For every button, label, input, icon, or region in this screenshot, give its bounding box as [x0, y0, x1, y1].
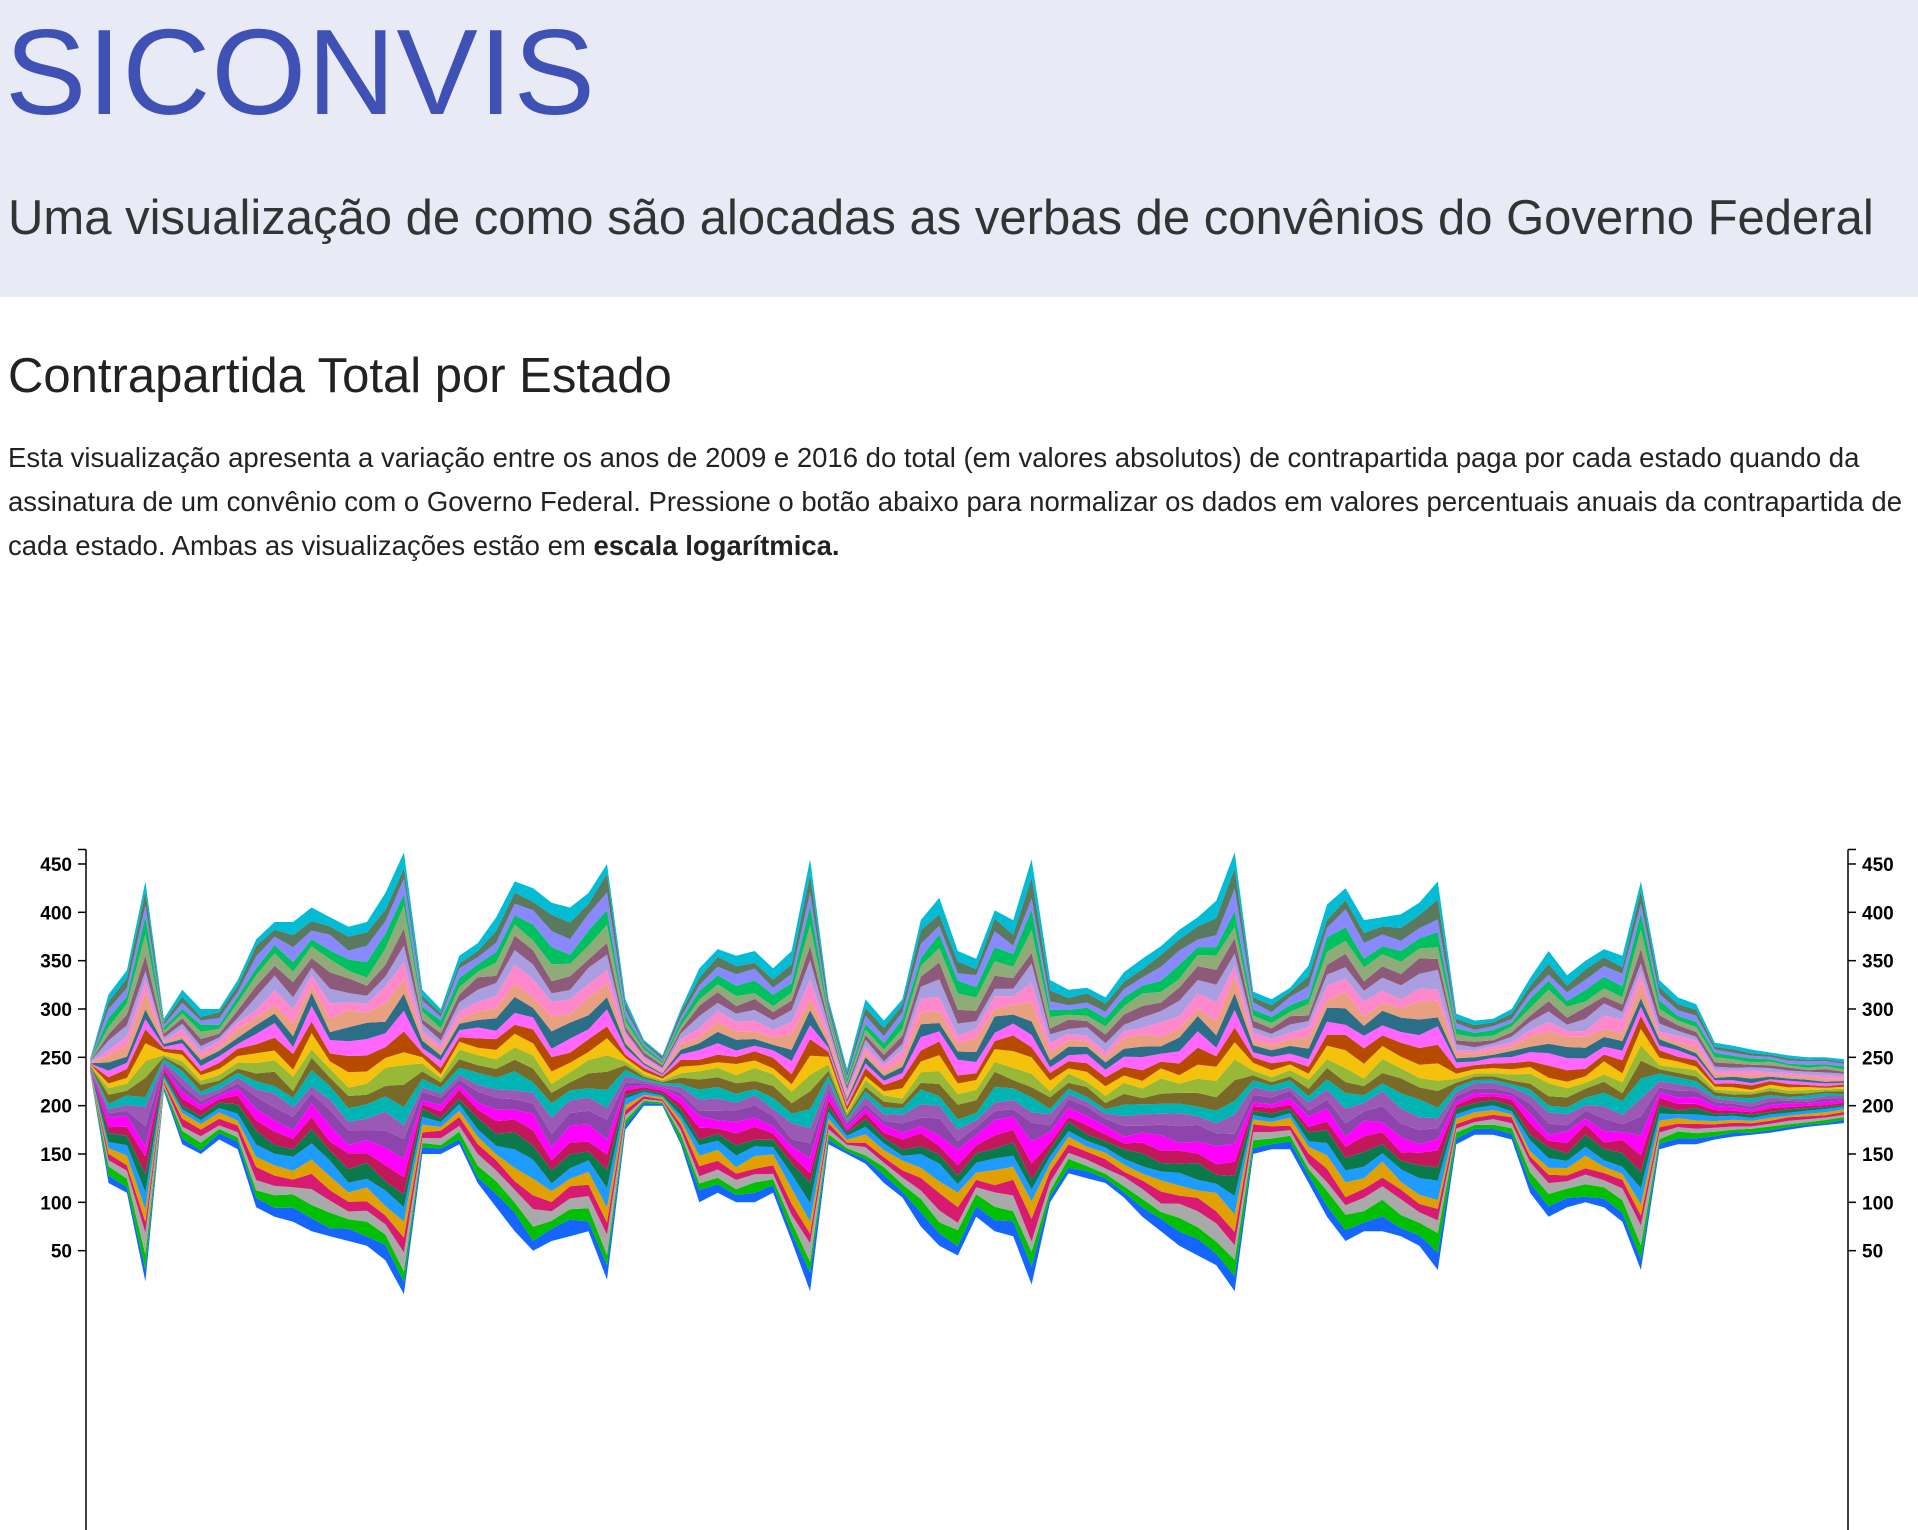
tick-label: 50: [51, 1242, 72, 1263]
stream-layer-1[interactable]: [90, 1071, 1844, 1295]
tick-label: 400: [1862, 903, 1894, 924]
stream-layer-16[interactable]: [90, 1016, 1844, 1111]
tick-label: 200: [40, 1097, 72, 1118]
app-title: SICONVIS: [5, 4, 597, 140]
header-banner: SICONVIS Uma visualização de como são al…: [0, 0, 1918, 297]
stream-layer-13[interactable]: [90, 1056, 1844, 1120]
tick-label: 400: [40, 903, 72, 924]
stream-layer-25[interactable]: [90, 878, 1844, 1079]
tick-label: 350: [40, 952, 72, 973]
section-title: Contrapartida Total por Estado: [8, 349, 672, 403]
stream-layer-10[interactable]: [90, 1064, 1844, 1159]
tick-label: 350: [1862, 952, 1894, 973]
tick-label: 300: [1862, 1000, 1894, 1021]
stream-layer-24[interactable]: [90, 893, 1844, 1084]
stream-layer-14[interactable]: [90, 1045, 1844, 1116]
tick-label: 100: [1862, 1193, 1894, 1214]
stream-layer-18[interactable]: [90, 992, 1844, 1102]
tick-label: 250: [1862, 1048, 1894, 1069]
tick-label: 200: [1862, 1097, 1894, 1118]
stream-layer-26[interactable]: [90, 868, 1844, 1077]
tick-label: 100: [40, 1193, 72, 1214]
stream-layers: [90, 852, 1844, 1295]
description-text: Esta visualização apresenta a variação e…: [8, 442, 1903, 561]
tick-label: 50: [1862, 1242, 1883, 1263]
stream-layer-19[interactable]: [90, 975, 1844, 1100]
stream-layer-27[interactable]: [90, 852, 1844, 1073]
stream-layer-23[interactable]: [90, 905, 1844, 1086]
description-bold: escala logarítmica.: [593, 530, 840, 561]
stream-layer-9[interactable]: [90, 1066, 1844, 1178]
stream-layer-2[interactable]: [90, 1070, 1844, 1282]
y-axis-right: 50 100 150 200 250 300 350 400 450: [1847, 848, 1894, 1530]
section-description: Esta visualização apresenta a variação e…: [8, 436, 1908, 568]
app-subtitle: Uma visualização de como são alocadas as…: [8, 191, 1874, 245]
tick-label: 150: [40, 1145, 72, 1166]
tick-label: 450: [1862, 855, 1894, 876]
tick-label: 250: [40, 1048, 72, 1069]
tick-label: 150: [1862, 1145, 1894, 1166]
stream-layer-15[interactable]: [90, 1028, 1844, 1113]
tick-label: 450: [40, 855, 72, 876]
stream-layer-6[interactable]: [90, 1069, 1844, 1222]
tick-label: 300: [40, 1000, 72, 1021]
y-axis-left: 50 100 150 200 250 300 350 400 450: [40, 848, 87, 1530]
streamgraph-chart: 50 100 150 200 250 300 350 400 450 50 100 150 200 25…: [40, 848, 1894, 1530]
stream-layer-11[interactable]: [90, 1062, 1844, 1144]
